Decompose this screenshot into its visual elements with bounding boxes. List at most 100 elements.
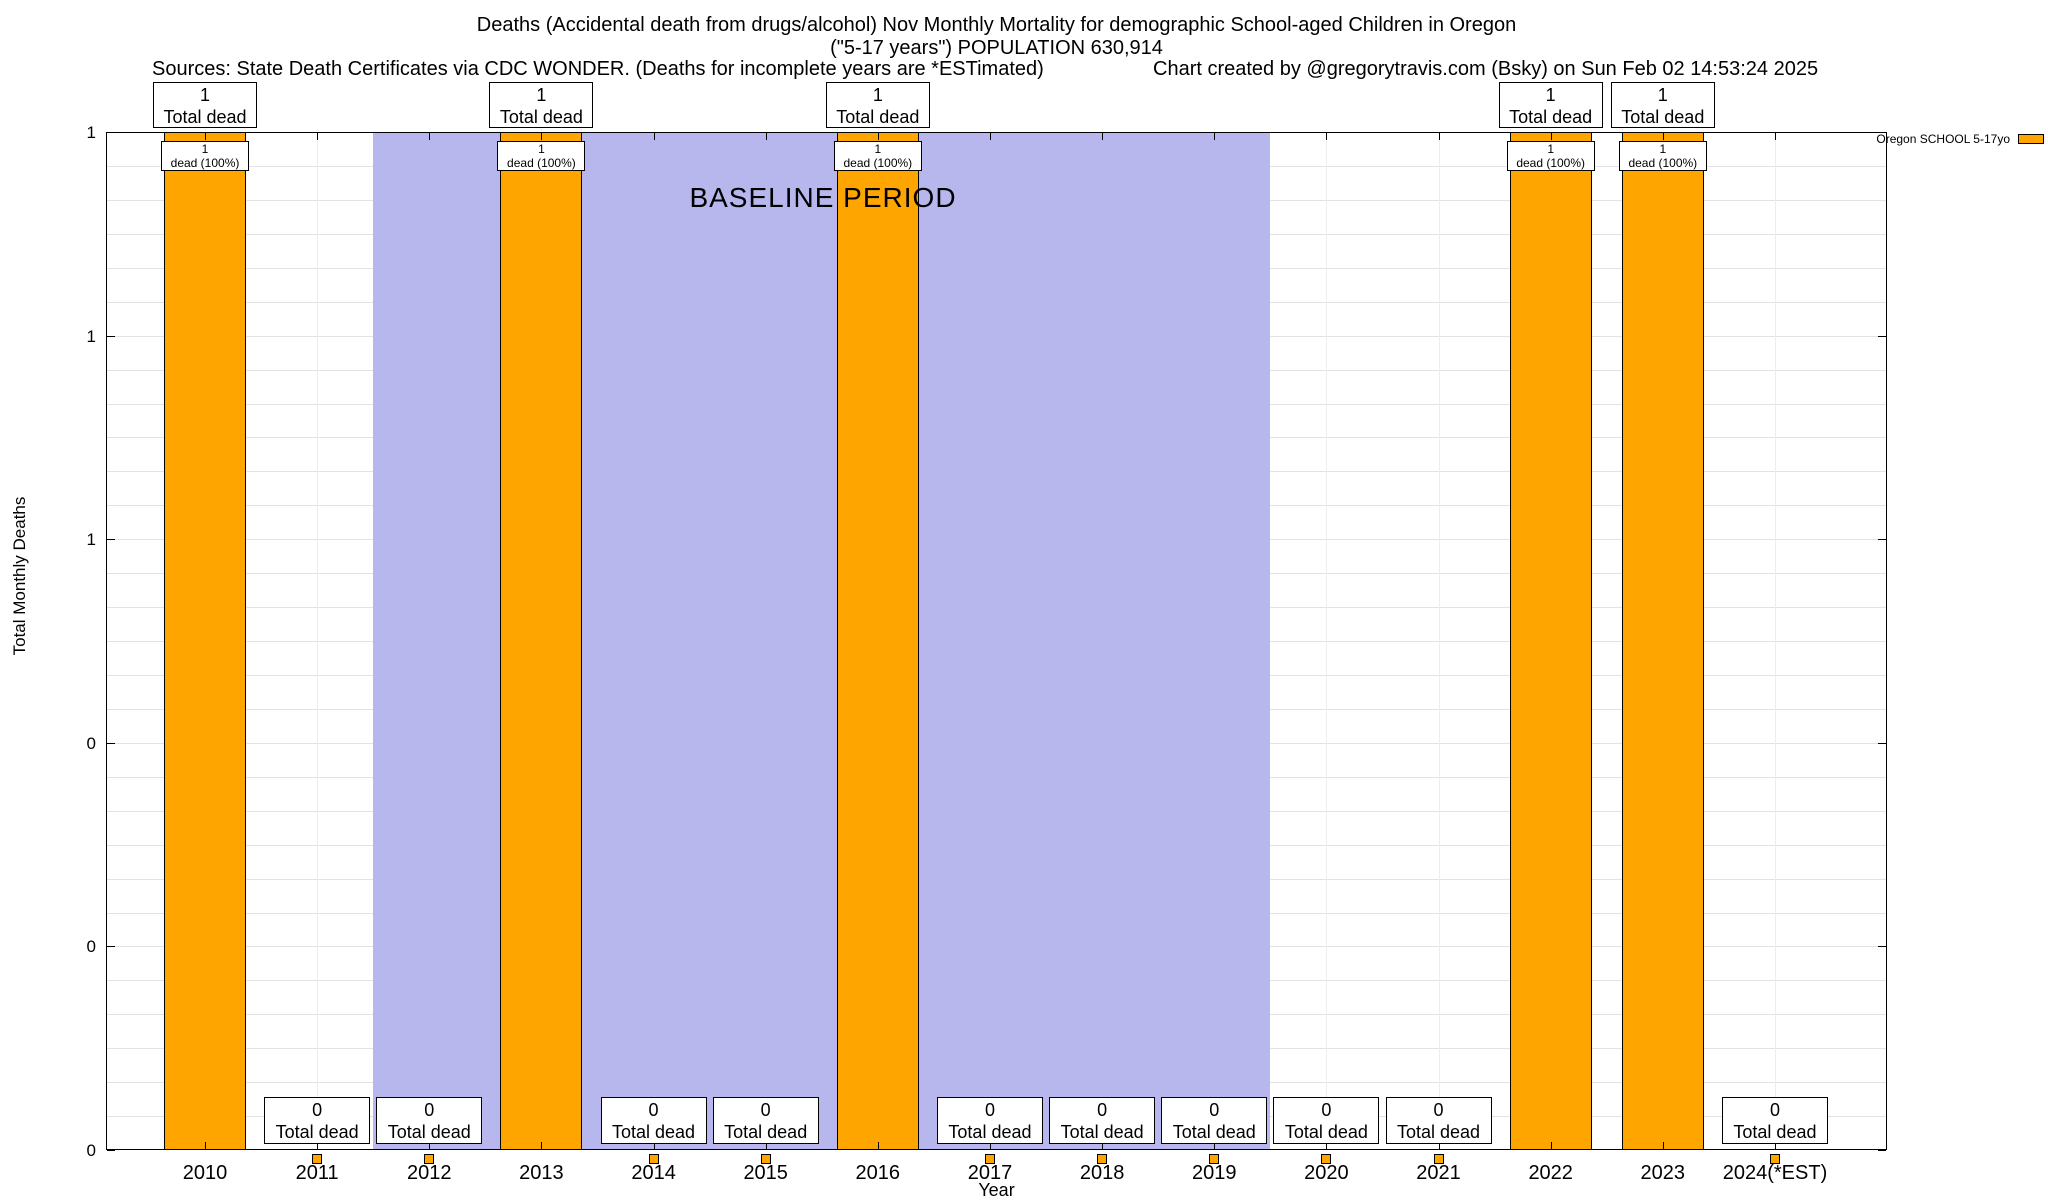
x-tick-label: 2010	[182, 1162, 228, 1184]
zero-dead-value: 0	[1097, 1100, 1108, 1120]
chart-title: Deaths (Accidental death from drugs/alco…	[476, 14, 1517, 36]
bar-count-value: 1	[538, 142, 545, 156]
x-tick	[205, 132, 206, 140]
x-tick	[1662, 1142, 1664, 1150]
total-dead-value: 1	[1545, 85, 1556, 105]
x-tick-label: 2024(*EST)	[1722, 1162, 1828, 1184]
x-tick-label: 2017	[967, 1162, 1013, 1184]
x-tick	[541, 1142, 543, 1150]
y-tick	[1878, 742, 1886, 744]
x-tick-label: 2019	[1192, 1162, 1237, 1184]
bar-2010	[164, 132, 246, 1150]
zero-dead-box: 0 Total dead	[1161, 1097, 1268, 1144]
gridline-v	[1326, 132, 1328, 1150]
y-tick	[107, 742, 115, 744]
bar-count-value: 1	[874, 142, 882, 156]
bar-count-box: 1 dead (100%)	[1618, 141, 1707, 171]
zero-dead-box: 0 Total dead	[264, 1097, 371, 1144]
bar-2022	[1509, 132, 1592, 1150]
zero-marker-icon	[648, 1154, 659, 1164]
zero-dead-value: 0	[424, 1100, 435, 1120]
x-tick	[1326, 132, 1328, 140]
credit-note: Chart created by @gregorytravis.com (Bsk…	[1153, 58, 1819, 80]
zero-marker-icon	[312, 1154, 323, 1164]
total-dead-caption: Total dead	[1621, 107, 1705, 127]
bar-count-box: 1 dead (100%)	[1506, 141, 1595, 171]
bar-2023	[1621, 132, 1704, 1150]
x-tick-label: 2013	[519, 1162, 564, 1184]
x-tick	[765, 1142, 767, 1150]
x-tick	[1775, 132, 1776, 140]
zero-dead-caption: Total dead	[948, 1122, 1032, 1142]
x-tick	[990, 1142, 991, 1150]
zero-dead-value: 0	[1209, 1100, 1220, 1120]
bar-count-caption: dead (100%)	[170, 156, 240, 170]
x-tick	[1102, 132, 1104, 140]
x-tick	[1438, 132, 1440, 140]
total-dead-box: 1 Total dead	[489, 82, 594, 128]
total-dead-value: 1	[872, 85, 883, 105]
zero-dead-value: 0	[1433, 1100, 1444, 1120]
total-dead-box: 1 Total dead	[825, 82, 930, 128]
zero-dead-caption: Total dead	[724, 1122, 808, 1142]
x-tick	[653, 1142, 655, 1150]
x-tick	[317, 1142, 319, 1150]
zero-dead-caption: Total dead	[1733, 1122, 1817, 1142]
zero-marker-icon	[760, 1154, 771, 1164]
y-tick-label: 1	[86, 326, 96, 346]
x-tick	[1214, 1142, 1216, 1150]
zero-dead-value: 0	[1321, 1100, 1332, 1120]
x-tick	[1775, 1142, 1776, 1150]
x-tick	[1438, 1142, 1440, 1150]
x-tick	[1662, 132, 1664, 140]
bar-count-value: 1	[201, 142, 209, 156]
zero-dead-box: 0 Total dead	[936, 1097, 1043, 1144]
zero-dead-box: 0 Total dead	[376, 1097, 483, 1144]
x-tick	[1102, 1142, 1104, 1150]
total-dead-caption: Total dead	[1509, 107, 1593, 127]
zero-dead-box: 0 Total dead	[1721, 1097, 1828, 1144]
x-tick	[765, 132, 767, 140]
y-tick	[107, 539, 115, 541]
zero-marker-icon	[424, 1154, 435, 1164]
y-tick	[1878, 539, 1886, 541]
total-dead-value: 1	[199, 85, 210, 105]
y-tick-label: 1	[86, 530, 96, 550]
x-tick-label: 2022	[1528, 1162, 1573, 1184]
legend: Oregon SCHOOL 5-17yo	[1876, 130, 2044, 146]
total-dead-box: 1 Total dead	[1610, 82, 1715, 128]
zero-dead-value: 0	[1769, 1100, 1780, 1120]
x-tick	[653, 132, 655, 140]
bar-count-caption: dead (100%)	[843, 156, 913, 170]
y-tick-label: 0	[86, 733, 96, 753]
total-dead-value: 1	[1657, 85, 1668, 105]
x-tick-label: 2018	[1079, 1162, 1125, 1184]
total-dead-caption: Total dead	[499, 107, 583, 127]
zero-dead-value: 0	[648, 1100, 659, 1120]
total-dead-caption: Total dead	[836, 107, 920, 127]
bar-count-box: 1 dead (100%)	[161, 141, 249, 171]
y-tick	[1878, 335, 1886, 337]
legend-label: Oregon SCHOOL 5-17yo	[1876, 131, 2010, 146]
bar-2013	[500, 132, 583, 1150]
zero-dead-value: 0	[312, 1100, 323, 1120]
bar-count-value: 1	[1547, 142, 1555, 156]
x-tick	[1550, 132, 1552, 140]
bar-count-caption: dead (100%)	[1516, 156, 1586, 170]
x-tick	[429, 1142, 431, 1150]
baseline-period-label: BASELINE PERIOD	[689, 182, 957, 213]
y-tick	[107, 1150, 115, 1151]
x-tick	[1550, 1142, 1552, 1150]
zero-dead-caption: Total dead	[275, 1122, 359, 1142]
zero-dead-box: 0 Total dead	[600, 1097, 707, 1144]
x-tick-label: 2012	[407, 1162, 452, 1184]
x-tick	[877, 132, 879, 140]
y-axis-label: Total Monthly Deaths	[10, 496, 29, 656]
legend-swatch-icon	[2018, 133, 2044, 144]
y-tick-label: 0	[86, 937, 96, 957]
total-dead-box: 1 Total dead	[153, 82, 257, 128]
zero-dead-caption: Total dead	[1284, 1122, 1368, 1142]
x-tick	[317, 132, 319, 140]
x-tick	[1326, 1142, 1328, 1150]
